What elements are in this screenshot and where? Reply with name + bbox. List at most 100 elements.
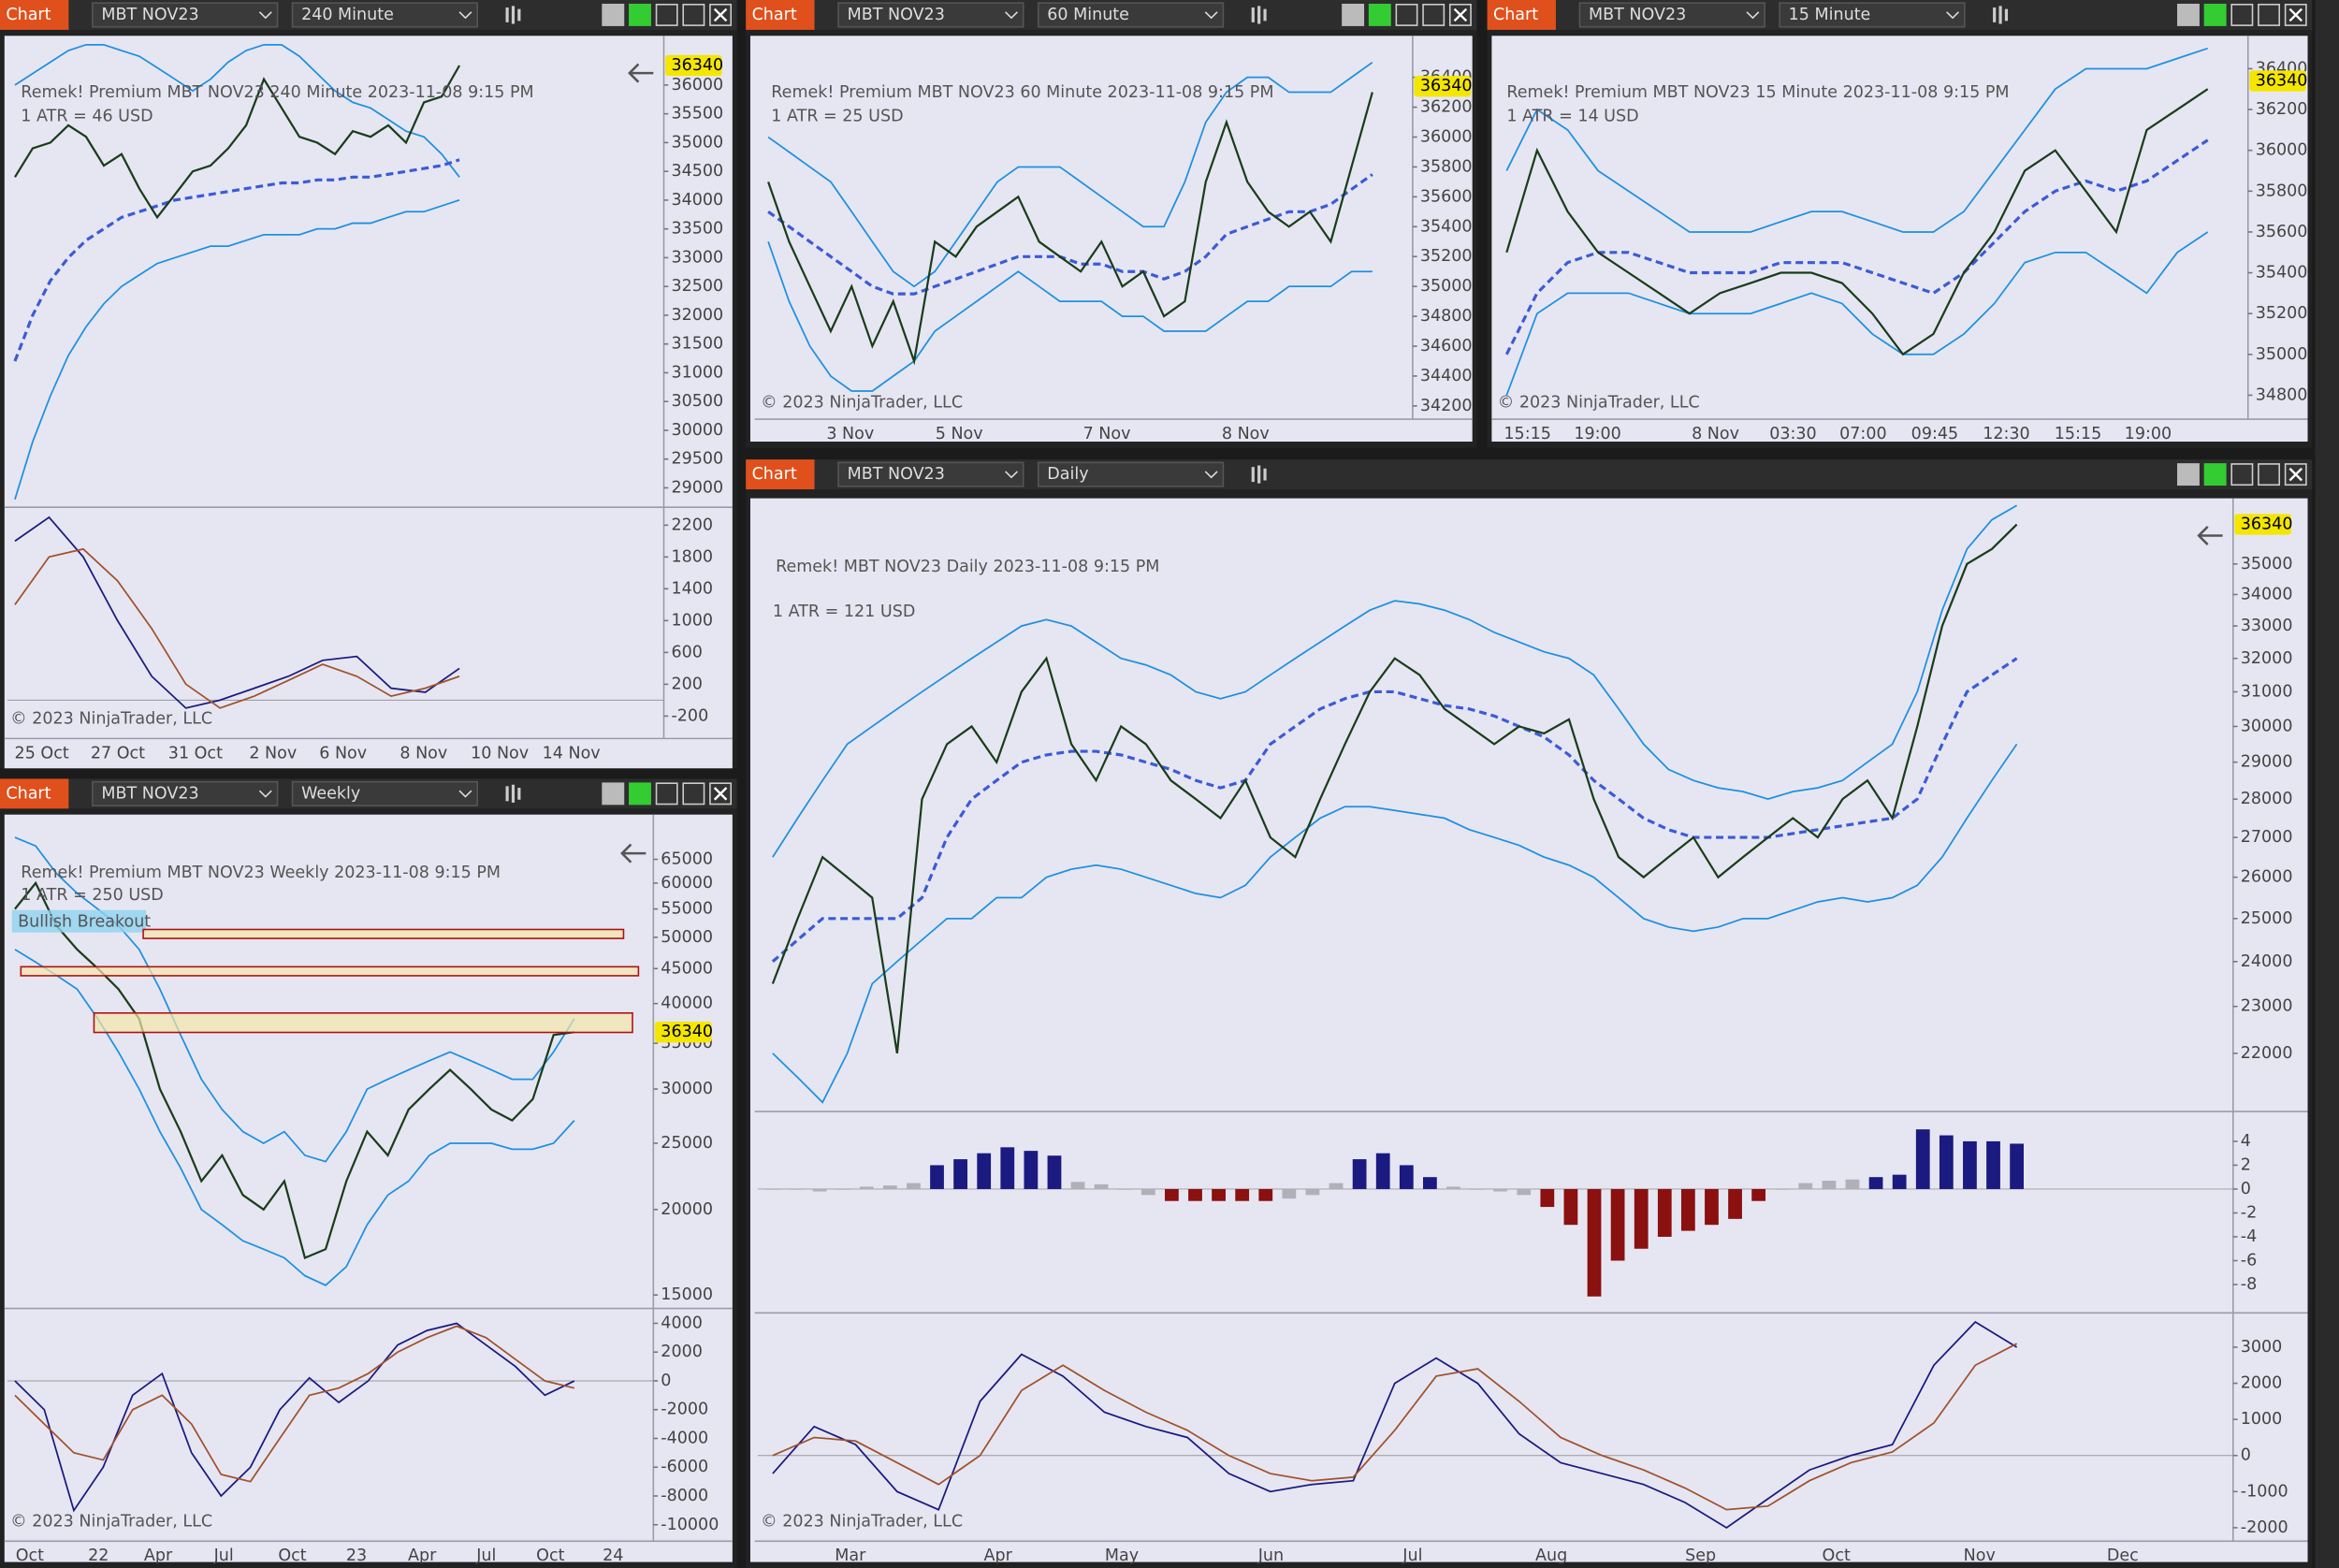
button-minimize[interactable] xyxy=(2230,3,2254,26)
button-link[interactable] xyxy=(629,782,651,806)
x-tick-label: 23 xyxy=(346,1546,367,1565)
dropdown-instrument-label[interactable]: MBT NOV23 xyxy=(101,6,198,24)
y-tick-label: -6000 xyxy=(661,1458,708,1476)
series-line xyxy=(14,199,460,500)
y-tick-label: 34800 xyxy=(1420,307,1473,326)
atr-label: 1 ATR = 121 USD xyxy=(773,603,915,621)
dropdown-instrument-label[interactable]: MBT NOV23 xyxy=(1589,6,1686,24)
dropdown-instrument[interactable] xyxy=(92,2,279,28)
close-x[interactable] xyxy=(2288,7,2303,22)
dropdown-arrow[interactable] xyxy=(458,790,472,798)
y-tick-label: 35600 xyxy=(1420,187,1473,206)
chart-title: Remek! Premium MBT NOV23 15 Minute 2023-… xyxy=(1506,83,2009,102)
button-minimize[interactable] xyxy=(655,782,678,806)
dropdown-period[interactable] xyxy=(1037,461,1225,487)
button-minimize[interactable] xyxy=(2230,463,2254,486)
dropdown-arrow[interactable] xyxy=(1005,11,1018,20)
dropdown-arrow[interactable] xyxy=(1746,11,1760,20)
series-line xyxy=(14,1325,575,1483)
dropdown-period[interactable] xyxy=(1779,2,1966,28)
bar-type-icon[interactable] xyxy=(1993,6,2009,24)
back-arrow[interactable] xyxy=(620,843,646,864)
back-arrow[interactable] xyxy=(2197,526,2223,545)
chart-tab-label[interactable]: Chart xyxy=(752,465,797,484)
dropdown-instrument-label[interactable]: MBT NOV23 xyxy=(848,465,945,484)
button-minimize-all[interactable] xyxy=(602,782,625,806)
close-x[interactable] xyxy=(713,787,728,801)
chart-tab-label[interactable]: Chart xyxy=(6,6,51,24)
series-line xyxy=(767,61,1373,288)
button-minimize[interactable] xyxy=(1395,3,1418,26)
chart-tab[interactable] xyxy=(0,778,69,809)
back-arrow[interactable] xyxy=(628,63,654,83)
dropdown-instrument-label[interactable]: MBT NOV23 xyxy=(101,784,198,803)
dropdown-period[interactable] xyxy=(291,780,479,806)
close-x[interactable] xyxy=(713,7,728,22)
y-tick-label: 23000 xyxy=(2241,997,2293,1016)
dropdown-arrow[interactable] xyxy=(1204,11,1218,20)
dropdown-instrument[interactable] xyxy=(1578,2,1765,28)
dropdown-arrow[interactable] xyxy=(258,11,272,20)
button-minimize-all[interactable] xyxy=(1342,3,1365,26)
chart-tab[interactable] xyxy=(0,0,69,30)
button-link[interactable] xyxy=(2203,463,2227,486)
dropdown-period-label[interactable]: 240 Minute xyxy=(301,6,394,24)
dropdown-period-label[interactable]: Daily xyxy=(1047,465,1088,484)
button-link[interactable] xyxy=(1368,3,1391,26)
button-link[interactable] xyxy=(2203,3,2227,26)
chart-title: Remek! Premium MBT NOV23 60 Minute 2023-… xyxy=(771,83,1273,102)
histogram-bar xyxy=(835,1188,850,1190)
bar-type-icon[interactable] xyxy=(505,6,521,24)
button-link[interactable] xyxy=(629,3,651,26)
button-minimize-all[interactable] xyxy=(2177,3,2200,26)
button-maximize[interactable] xyxy=(682,3,705,26)
dropdown-arrow[interactable] xyxy=(1005,471,1018,479)
y-tick-label: 34200 xyxy=(1420,397,1473,415)
button-maximize[interactable] xyxy=(2258,463,2281,486)
y-tick-label: 0 xyxy=(2241,1180,2251,1198)
y-tick-label: 34600 xyxy=(1420,337,1473,356)
y-tick-label: 31500 xyxy=(671,335,723,354)
chart-tab[interactable] xyxy=(1487,0,1556,30)
dropdown-period[interactable] xyxy=(1037,2,1225,28)
y-tick-label: 15000 xyxy=(661,1285,713,1304)
y-tick-label: 35200 xyxy=(1420,247,1473,266)
close-x[interactable] xyxy=(2288,467,2303,482)
side-panel xyxy=(2315,0,2339,1568)
x-tick-label: 8 Nov xyxy=(400,744,447,762)
dropdown-period-label[interactable]: 15 Minute xyxy=(1789,6,1871,24)
x-tick-label: Jul xyxy=(1402,1546,1422,1565)
dropdown-period-label[interactable]: 60 Minute xyxy=(1047,6,1129,24)
y-tick-label: -1000 xyxy=(2241,1482,2288,1501)
x-tick-label: 7 Nov xyxy=(1083,425,1131,443)
histogram-bar xyxy=(1212,1188,1226,1201)
bar-type-icon[interactable] xyxy=(1251,6,1267,24)
dropdown-instrument[interactable] xyxy=(837,461,1024,487)
button-maximize[interactable] xyxy=(2258,3,2281,26)
chart-tab-label[interactable]: Chart xyxy=(752,6,797,24)
bar-type-icon[interactable] xyxy=(1251,465,1267,484)
dropdown-arrow[interactable] xyxy=(258,790,272,798)
x-tick-label: Aug xyxy=(1535,1546,1567,1565)
dropdown-arrow[interactable] xyxy=(1946,11,1959,20)
button-maximize[interactable] xyxy=(682,782,705,806)
histogram-bar xyxy=(789,1188,804,1190)
dropdown-arrow[interactable] xyxy=(1204,471,1218,479)
dropdown-instrument[interactable] xyxy=(92,780,279,806)
chart-tab-label[interactable]: Chart xyxy=(6,784,51,803)
bar-type-icon[interactable] xyxy=(505,784,521,803)
chart-tab[interactable] xyxy=(746,459,815,490)
button-minimize[interactable] xyxy=(655,3,678,26)
dropdown-period-label[interactable]: Weekly xyxy=(301,784,360,803)
histogram-bar xyxy=(1235,1188,1250,1201)
chart-tab-label[interactable]: Chart xyxy=(1493,6,1538,24)
dropdown-instrument[interactable] xyxy=(837,2,1024,28)
dropdown-arrow[interactable] xyxy=(458,11,472,20)
chart-tab[interactable] xyxy=(746,0,815,30)
button-minimize-all[interactable] xyxy=(602,3,625,26)
dropdown-instrument-label[interactable]: MBT NOV23 xyxy=(848,6,945,24)
close-x[interactable] xyxy=(1453,7,1468,22)
button-maximize[interactable] xyxy=(1422,3,1446,26)
button-minimize-all[interactable] xyxy=(2177,463,2200,486)
dropdown-period[interactable] xyxy=(291,2,479,28)
